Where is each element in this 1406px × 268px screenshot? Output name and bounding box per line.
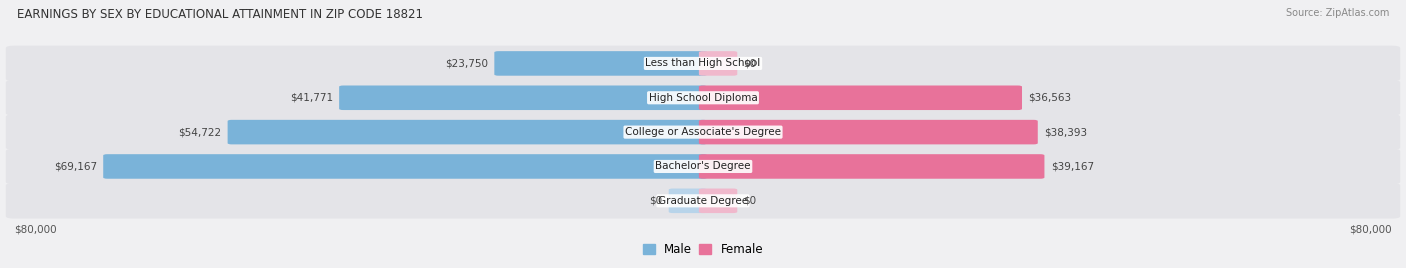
Text: Less than High School: Less than High School: [645, 58, 761, 68]
Text: $80,000: $80,000: [1350, 224, 1392, 234]
FancyBboxPatch shape: [699, 188, 737, 213]
FancyBboxPatch shape: [6, 183, 1400, 219]
FancyBboxPatch shape: [699, 85, 1022, 110]
Text: EARNINGS BY SEX BY EDUCATIONAL ATTAINMENT IN ZIP CODE 18821: EARNINGS BY SEX BY EDUCATIONAL ATTAINMEN…: [17, 8, 423, 21]
Text: $39,167: $39,167: [1050, 161, 1094, 172]
FancyBboxPatch shape: [495, 51, 707, 76]
Text: $0: $0: [744, 58, 756, 68]
Text: $23,750: $23,750: [446, 58, 488, 68]
Text: $80,000: $80,000: [14, 224, 56, 234]
Text: $38,393: $38,393: [1045, 127, 1087, 137]
FancyBboxPatch shape: [699, 120, 1038, 144]
FancyBboxPatch shape: [339, 85, 707, 110]
FancyBboxPatch shape: [228, 120, 707, 144]
FancyBboxPatch shape: [669, 188, 707, 213]
Text: College or Associate's Degree: College or Associate's Degree: [626, 127, 780, 137]
Legend: Male, Female: Male, Female: [638, 238, 768, 261]
Text: $54,722: $54,722: [179, 127, 221, 137]
FancyBboxPatch shape: [6, 114, 1400, 150]
Text: Bachelor's Degree: Bachelor's Degree: [655, 161, 751, 172]
Text: $0: $0: [650, 196, 662, 206]
Text: High School Diploma: High School Diploma: [648, 93, 758, 103]
Text: $41,771: $41,771: [290, 93, 333, 103]
FancyBboxPatch shape: [6, 149, 1400, 184]
FancyBboxPatch shape: [699, 51, 737, 76]
Text: Source: ZipAtlas.com: Source: ZipAtlas.com: [1285, 8, 1389, 18]
FancyBboxPatch shape: [6, 80, 1400, 116]
Text: Graduate Degree: Graduate Degree: [658, 196, 748, 206]
FancyBboxPatch shape: [699, 154, 1045, 179]
Text: $36,563: $36,563: [1028, 93, 1071, 103]
FancyBboxPatch shape: [6, 46, 1400, 81]
Text: $0: $0: [744, 196, 756, 206]
FancyBboxPatch shape: [103, 154, 707, 179]
Text: $69,167: $69,167: [53, 161, 97, 172]
